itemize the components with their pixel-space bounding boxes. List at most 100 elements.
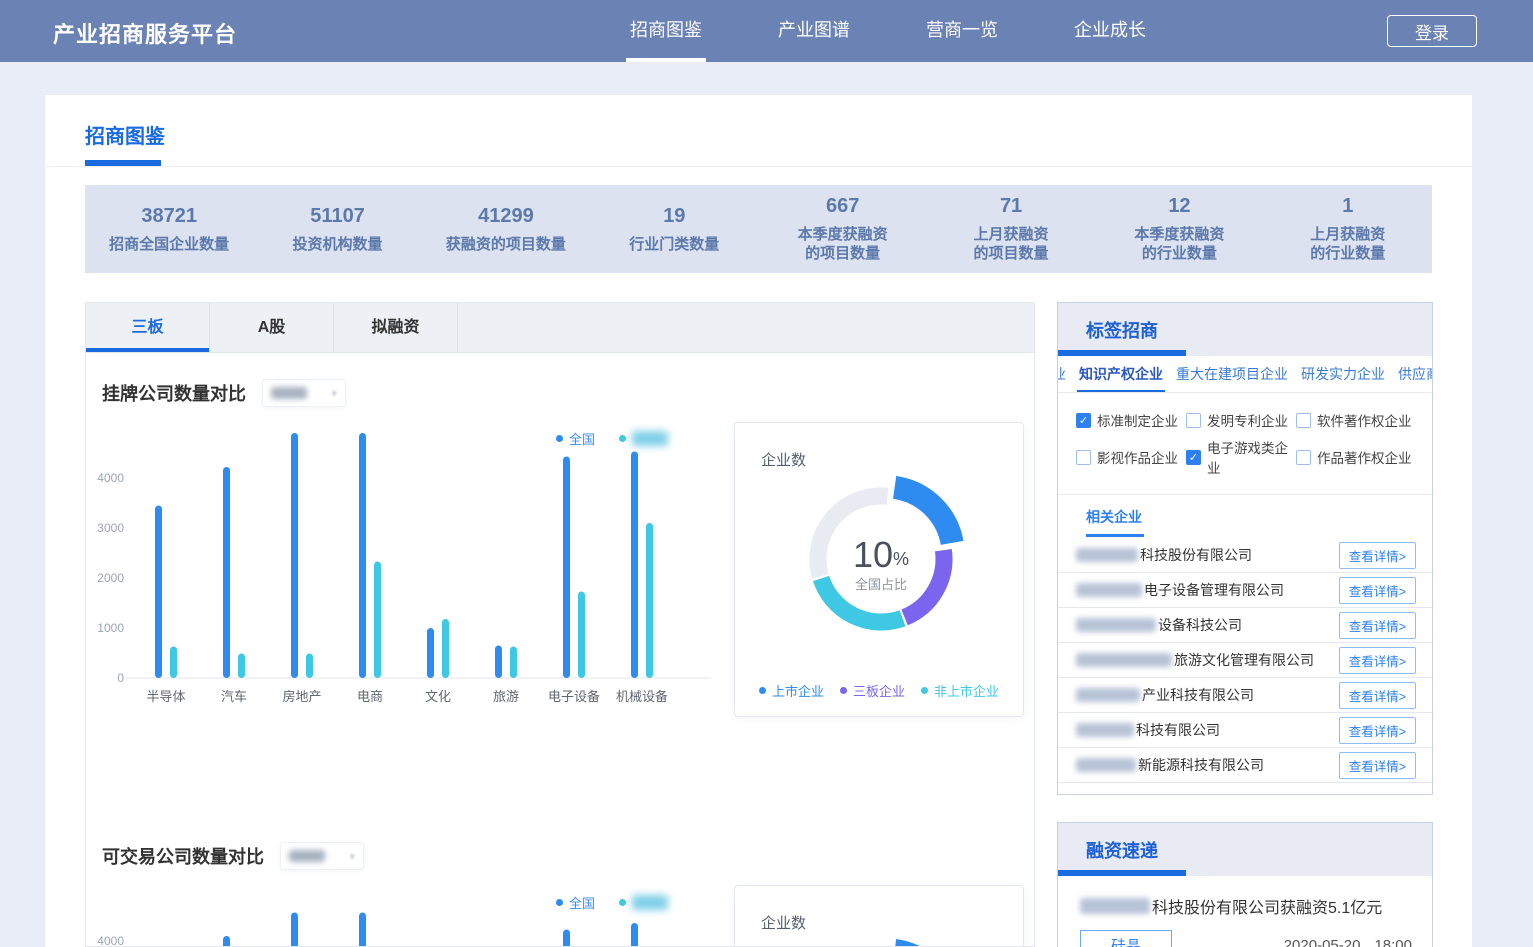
svg-text:全国占比: 全国占比 bbox=[855, 577, 907, 592]
svg-text:旅游: 旅游 bbox=[493, 689, 519, 704]
funding-tag-button[interactable]: 硅晶 bbox=[1080, 930, 1172, 947]
company-name: 设备科技公司 bbox=[1076, 615, 1242, 635]
donut-chart-enterprise-count[interactable]: 10% 全国占比 bbox=[751, 471, 1009, 649]
view-detail-button[interactable]: 查看详情> bbox=[1338, 576, 1416, 604]
section1-title: 挂牌公司数量对比 bbox=[102, 384, 246, 404]
bar-旅游-s1 bbox=[510, 646, 517, 678]
svg-text:汽车: 汽车 bbox=[221, 689, 247, 704]
page-title: 招商图鉴 bbox=[85, 126, 165, 148]
donut-panel-1: 企业数 10% 全国占比 上市企业 三板企业 非上市企业 bbox=[734, 422, 1024, 717]
svg-text:4000: 4000 bbox=[97, 471, 124, 485]
view-all-row: 查看全部企业 bbox=[1058, 783, 1432, 795]
company-name-blur bbox=[1076, 723, 1134, 737]
tag-tab-3[interactable]: 重大在建项目企业 bbox=[1176, 366, 1288, 382]
stat-label: 行业门类数量 bbox=[629, 235, 720, 253]
company-row-5: 产业科技有限公司 查看详情> bbox=[1058, 678, 1432, 713]
company-row-7: 新能源科技有限公司 查看详情> bbox=[1058, 748, 1432, 783]
company-name-blur bbox=[1076, 758, 1136, 772]
stat-value: 12 bbox=[1168, 195, 1191, 217]
bar-房地产-s0 bbox=[291, 433, 298, 678]
donut-legend-item-3[interactable]: 非上市企业 bbox=[921, 681, 999, 700]
checkbox-影视作品企业[interactable]: 影视作品企业 bbox=[1076, 437, 1186, 477]
login-button[interactable]: 登录 bbox=[1387, 15, 1477, 47]
bar-电商-s0 bbox=[359, 912, 366, 946]
stat-cell-4: 19 行业门类数量 bbox=[590, 185, 758, 273]
view-detail-button[interactable]: 查看详情> bbox=[1338, 716, 1416, 744]
company-name-blur bbox=[1076, 548, 1138, 562]
checkbox-标准制定企业[interactable]: ✓ 标准制定企业 bbox=[1076, 410, 1186, 430]
region-select-1[interactable]: ▾ bbox=[262, 379, 346, 407]
funding-datetime: 2020-05-20 18:00 bbox=[1284, 937, 1412, 947]
market-tabs: 三板 A股 拟融资 bbox=[86, 303, 1034, 353]
funding-item[interactable]: 科技股份有限公司获融资5.1亿元 硅晶 2020-05-20 18:00 bbox=[1058, 876, 1432, 947]
company-name: 科技有限公司 bbox=[1076, 720, 1220, 740]
tab-3[interactable]: 拟融资 bbox=[334, 303, 458, 352]
sidebar-column: 标签招商 业知识产权企业重大在建项目企业研发实力企业供应商企业科 ✓标准制定企业… bbox=[1057, 302, 1433, 947]
bar-chart-listed-companies[interactable]: 0 1000 2000 3000 4000 半导体 汽车 房地产 电商 文化 旅游 电子设备 机械设备 bbox=[86, 416, 746, 716]
checkbox-发明专利企业[interactable]: 发明专利企业 bbox=[1186, 410, 1296, 430]
checkbox-unchecked-icon bbox=[1296, 412, 1311, 428]
brand-logo: 产业招商服务平台 bbox=[53, 22, 238, 47]
stat-label: 上月获融资 的项目数量 bbox=[973, 226, 1049, 262]
view-all-companies-button[interactable]: 查看全部企业 bbox=[1183, 794, 1307, 795]
view-detail-button[interactable]: 查看详情> bbox=[1338, 646, 1416, 674]
bar-旅游-s0 bbox=[495, 645, 502, 678]
page-title-row: 招商图鉴 bbox=[45, 95, 1472, 166]
funding-item-title: 科技股份有限公司获融资5.1亿元 bbox=[1152, 900, 1383, 917]
bar-汽车-s1 bbox=[238, 653, 245, 678]
view-detail-button[interactable]: 查看详情> bbox=[1338, 681, 1416, 709]
page-title-underline bbox=[85, 160, 161, 166]
checkbox-unchecked-icon bbox=[1076, 449, 1091, 465]
tag-tab-5[interactable]: 供应商企业 bbox=[1398, 366, 1432, 382]
related-companies-title: 相关企业 bbox=[1086, 509, 1142, 525]
donut-legend-item-1[interactable]: 上市企业 bbox=[758, 681, 824, 700]
legend-item-2[interactable] bbox=[619, 895, 669, 910]
donut-chart-enterprise-count-2[interactable]: 10%全国占比 bbox=[751, 934, 1009, 947]
tag-tab-1[interactable]: 业 bbox=[1058, 364, 1066, 384]
donut1-legend: 上市企业 三板企业 非上市企业 bbox=[735, 681, 1023, 700]
bar-汽车-s0 bbox=[223, 467, 230, 678]
donut-legend-label: 上市企业 bbox=[771, 684, 824, 699]
company-list: 科技股份有限公司 查看详情> 电子设备管理有限公司 查看详情> 设备科技公司 查看详情> 旅… bbox=[1058, 538, 1432, 783]
tag-investment-card: 标签招商 业知识产权企业重大在建项目企业研发实力企业供应商企业科 ✓标准制定企业… bbox=[1057, 302, 1433, 795]
tag-tab-2[interactable]: 知识产权企业 bbox=[1077, 366, 1165, 392]
company-name-blur bbox=[1076, 653, 1172, 667]
nav-item-2[interactable]: 产业图谱 bbox=[778, 20, 850, 40]
related-title-underline bbox=[1086, 534, 1144, 537]
company-row-3: 设备科技公司 查看详情> bbox=[1058, 608, 1432, 643]
donut-legend-label: 三板企业 bbox=[852, 684, 905, 699]
stat-label: 获融资的项目数量 bbox=[445, 235, 566, 253]
checkbox-作品著作权企业[interactable]: 作品著作权企业 bbox=[1296, 437, 1412, 477]
region-select-2[interactable]: ▾ bbox=[280, 842, 364, 870]
svg-text:3000: 3000 bbox=[97, 521, 124, 535]
checkbox-电子游戏类企业[interactable]: ✓ 电子游戏类企业 bbox=[1186, 437, 1296, 477]
legend-item-1[interactable]: 全国 bbox=[556, 893, 595, 912]
stat-label: 投资机构数量 bbox=[292, 235, 383, 253]
stat-label: 招商全国企业数量 bbox=[109, 235, 230, 253]
nav-item-1[interactable]: 招商图鉴 bbox=[592, 0, 740, 62]
tab-1[interactable]: 三板 bbox=[86, 303, 210, 352]
company-name-text: 电子设备管理有限公司 bbox=[1144, 582, 1284, 598]
company-row-6: 科技有限公司 查看详情> bbox=[1058, 713, 1432, 748]
chevron-down-icon: ▾ bbox=[331, 387, 337, 400]
checkbox-软件著作权企业[interactable]: 软件著作权企业 bbox=[1296, 410, 1412, 430]
stat-cell-3: 41299 获融资的项目数量 bbox=[422, 185, 590, 273]
view-detail-button[interactable]: 查看详情> bbox=[1338, 751, 1416, 779]
stat-value: 51107 bbox=[310, 204, 365, 227]
checkbox-checked-icon: ✓ bbox=[1076, 412, 1091, 428]
donut-legend-item-2[interactable]: 三板企业 bbox=[839, 681, 905, 700]
svg-text:机械设备: 机械设备 bbox=[616, 689, 668, 704]
legend-item-1[interactable]: 全国 bbox=[556, 429, 595, 448]
donut-segment-rest bbox=[809, 487, 889, 579]
legend-dot bbox=[758, 687, 766, 694]
donut-segment-三板企业 bbox=[901, 549, 953, 626]
nav-item-3[interactable]: 营商一览 bbox=[926, 20, 998, 40]
tag-tab-4[interactable]: 研发实力企业 bbox=[1301, 366, 1385, 382]
view-detail-button[interactable]: 查看详情> bbox=[1338, 541, 1416, 569]
tab-2[interactable]: A股 bbox=[210, 303, 334, 352]
nav-item-4[interactable]: 企业成长 bbox=[1074, 20, 1146, 40]
legend-item-2[interactable] bbox=[619, 431, 669, 446]
view-detail-button[interactable]: 查看详情> bbox=[1338, 611, 1416, 639]
stat-value: 41299 bbox=[478, 204, 534, 227]
